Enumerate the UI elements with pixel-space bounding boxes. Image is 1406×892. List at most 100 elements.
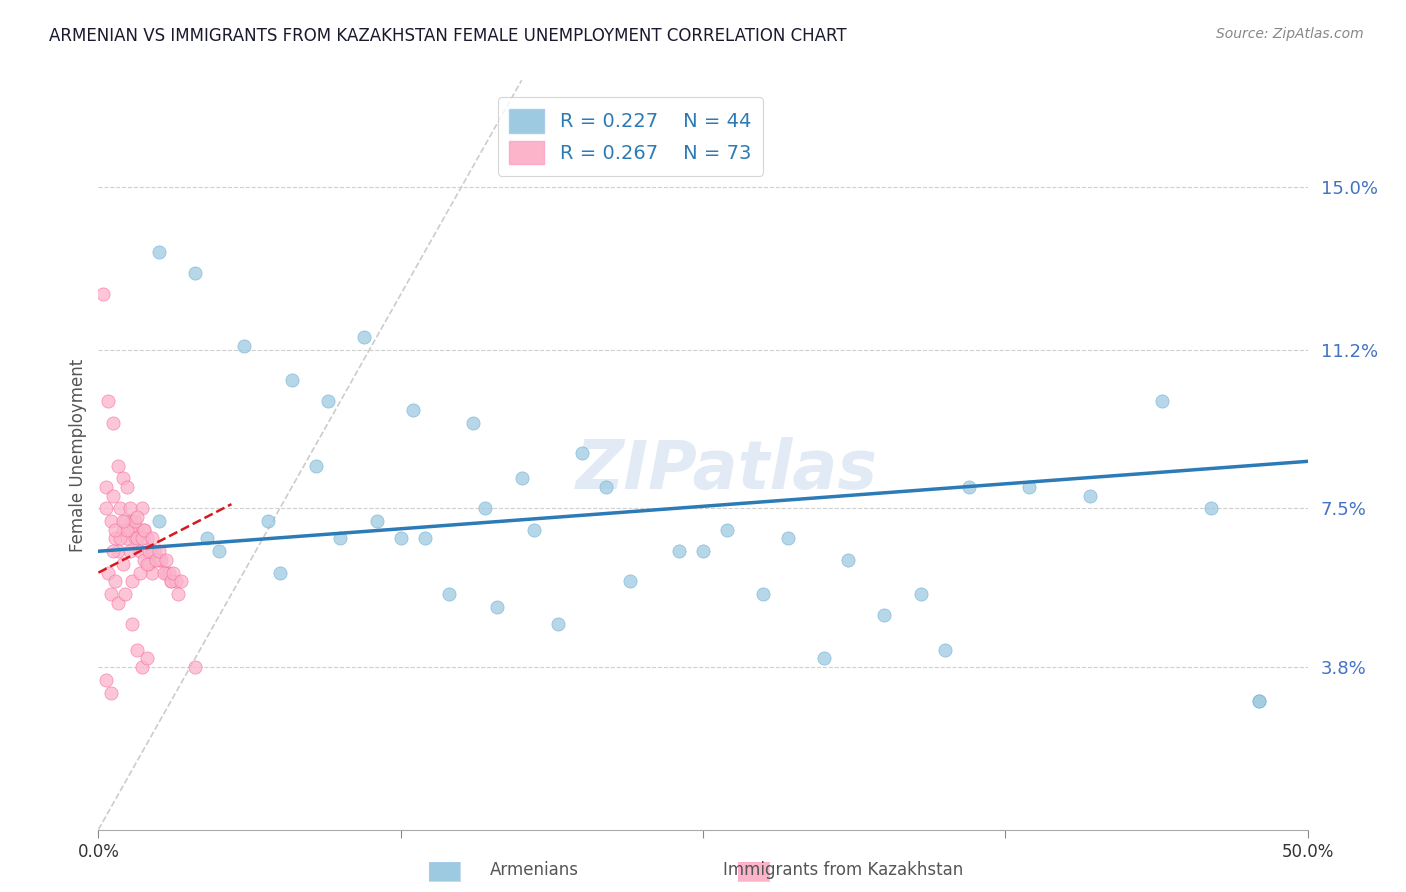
Point <box>118 523 141 537</box>
Point <box>134 553 156 567</box>
Text: ZIPatlas: ZIPatlas <box>576 437 879 503</box>
Point <box>619 574 641 589</box>
Point <box>934 642 956 657</box>
Point <box>118 501 141 516</box>
Point <box>127 532 149 546</box>
Point <box>165 574 187 589</box>
Point <box>329 532 352 546</box>
Text: Armenians: Armenians <box>489 861 579 879</box>
Point <box>111 514 134 528</box>
Point <box>437 587 460 601</box>
Point <box>167 587 190 601</box>
Point <box>232 339 254 353</box>
Point <box>752 587 775 601</box>
Point <box>1078 489 1101 503</box>
Point <box>1018 480 1040 494</box>
Point <box>169 574 191 589</box>
Point <box>256 514 278 528</box>
Point <box>141 532 163 546</box>
Point <box>100 685 122 699</box>
Point <box>104 574 127 589</box>
Text: ARMENIAN VS IMMIGRANTS FROM KAZAKHSTAN FEMALE UNEMPLOYMENT CORRELATION CHART: ARMENIAN VS IMMIGRANTS FROM KAZAKHSTAN F… <box>49 27 846 45</box>
Point <box>155 566 177 580</box>
Point <box>474 501 496 516</box>
Point <box>131 660 153 674</box>
Point <box>131 532 153 546</box>
Point <box>547 617 569 632</box>
Point <box>1249 694 1271 708</box>
Point <box>184 660 207 674</box>
Point <box>162 566 184 580</box>
Point <box>101 416 124 430</box>
Point <box>150 553 173 567</box>
Point <box>143 544 166 558</box>
Point <box>111 557 134 571</box>
Point <box>668 544 690 558</box>
Point <box>716 523 738 537</box>
Y-axis label: Female Unemployment: Female Unemployment <box>69 359 87 551</box>
Point <box>148 553 170 567</box>
Point <box>107 596 129 610</box>
Point <box>127 510 149 524</box>
Point <box>155 553 177 567</box>
Point <box>124 514 146 528</box>
Point <box>957 480 980 494</box>
Point <box>128 544 150 558</box>
Point <box>413 532 436 546</box>
Point <box>910 587 932 601</box>
Point <box>135 651 157 665</box>
Point <box>157 566 180 580</box>
Point <box>316 394 339 409</box>
Point <box>138 544 160 558</box>
Legend: R = 0.227    N = 44, R = 0.267    N = 73: R = 0.227 N = 44, R = 0.267 N = 73 <box>498 97 763 176</box>
Point <box>104 523 127 537</box>
Point <box>134 523 156 537</box>
Point <box>138 557 160 571</box>
Point <box>402 403 425 417</box>
Point <box>127 642 149 657</box>
Point <box>108 532 131 546</box>
Text: Source: ZipAtlas.com: Source: ZipAtlas.com <box>1216 27 1364 41</box>
Point <box>1152 394 1174 409</box>
Point <box>184 266 207 280</box>
Point <box>148 244 170 259</box>
Point <box>107 458 129 473</box>
Point <box>121 617 143 632</box>
Point <box>131 501 153 516</box>
Point <box>463 416 485 430</box>
Point <box>104 532 127 546</box>
Point <box>94 480 117 494</box>
Point <box>160 574 183 589</box>
Point <box>91 287 114 301</box>
Point <box>486 599 509 614</box>
Point <box>101 544 124 558</box>
Point <box>118 544 141 558</box>
Point <box>692 544 714 558</box>
Point <box>141 566 163 580</box>
Point <box>160 574 183 589</box>
Point <box>148 514 170 528</box>
Point <box>510 471 533 485</box>
Point <box>389 532 412 546</box>
Point <box>134 523 156 537</box>
Point <box>127 523 149 537</box>
Point <box>94 673 117 687</box>
Point <box>108 501 131 516</box>
Point <box>148 544 170 558</box>
Point <box>208 544 231 558</box>
Point <box>1199 501 1222 516</box>
Point <box>117 523 139 537</box>
Point <box>100 587 122 601</box>
Point <box>97 394 120 409</box>
Point <box>305 458 328 473</box>
Point <box>141 544 163 558</box>
Point <box>124 532 146 546</box>
Point <box>117 480 139 494</box>
Point <box>107 544 129 558</box>
Point <box>269 566 291 580</box>
Point <box>152 566 174 580</box>
Point <box>281 373 304 387</box>
Point <box>353 330 375 344</box>
Point <box>94 501 117 516</box>
Point <box>1249 694 1271 708</box>
